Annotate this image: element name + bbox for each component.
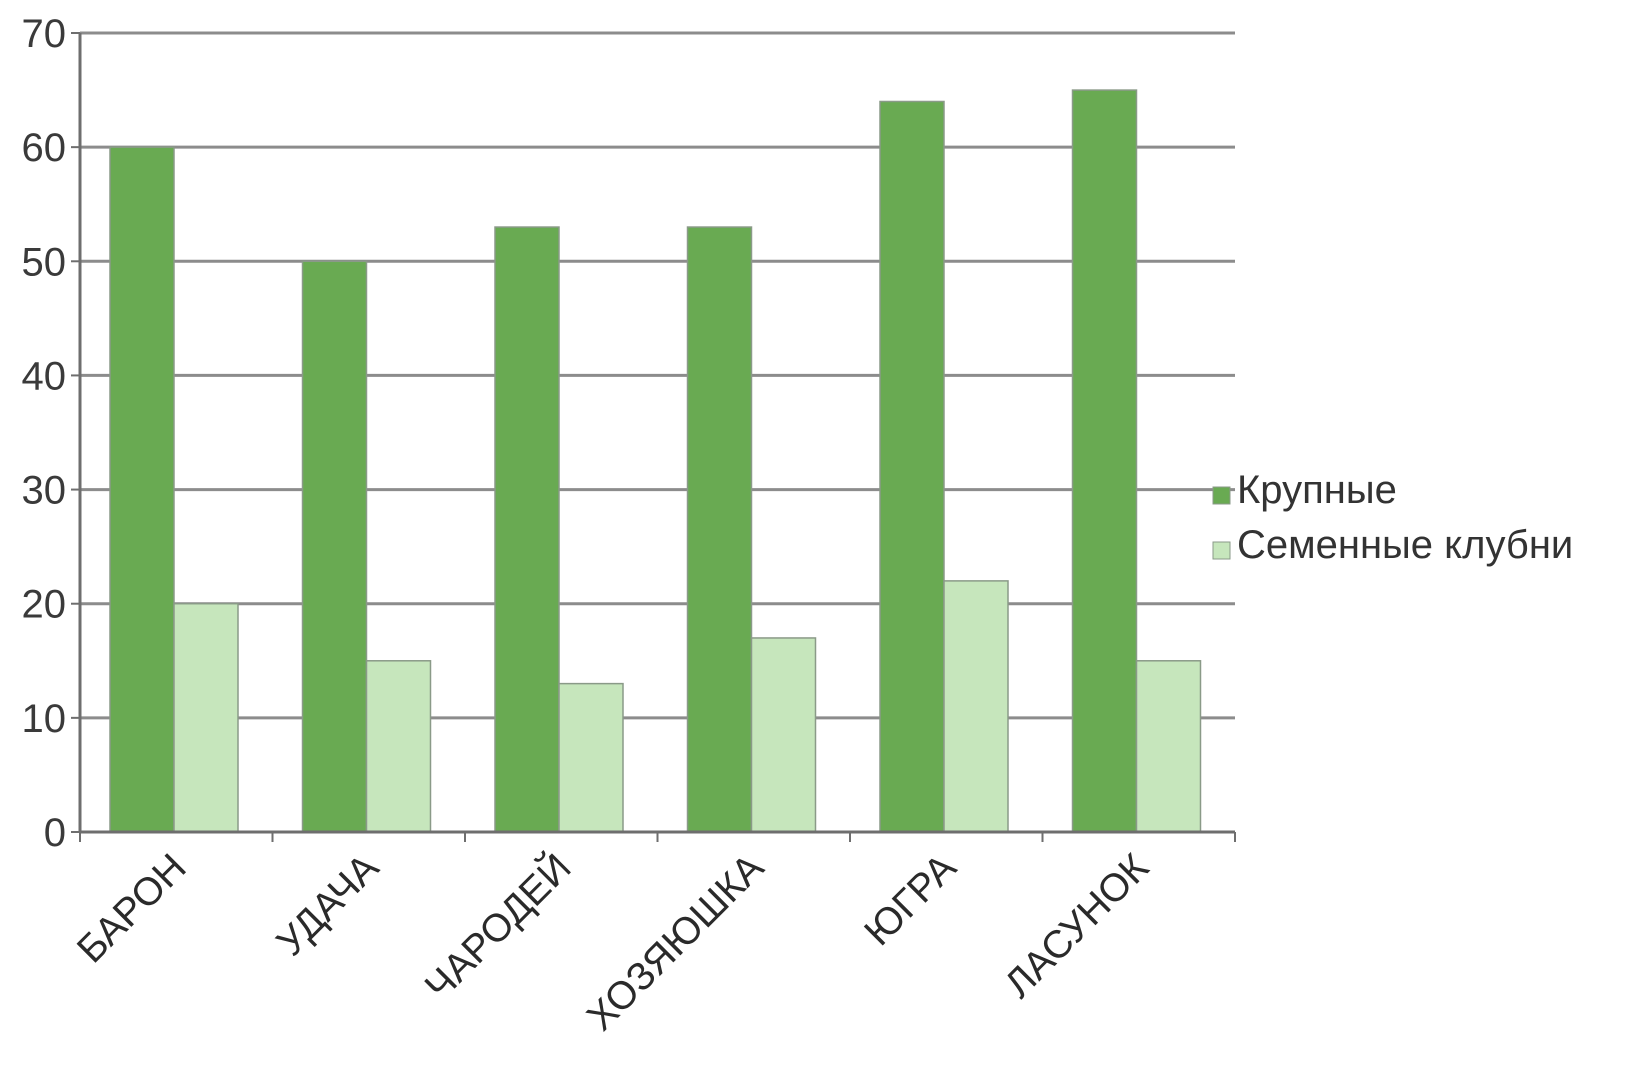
x-category-label: ЛАСУНОК (997, 846, 1157, 1006)
bar-large-1 (109, 146, 175, 833)
legend: Крупные Семенные клубни (1212, 468, 1573, 567)
bars (109, 89, 1202, 833)
bar-seed-3 (558, 682, 624, 833)
y-tick-label: 50 (22, 240, 67, 284)
bar-large-6 (1071, 89, 1138, 833)
x-category-label: ХОЗЯЮШКА (579, 846, 772, 1039)
bar-large-4 (686, 226, 753, 833)
bar-seed-6 (1135, 660, 1202, 833)
y-tick-label: 10 (22, 697, 67, 741)
gridlines (80, 31, 1235, 720)
x-category-label: ЧАРОДЕЙ (415, 845, 579, 1009)
bar-large-5 (879, 100, 945, 833)
y-tick-label: 20 (22, 583, 67, 627)
x-category-labels: БАРОН УДАЧА ЧАРОДЕЙ ХОЗЯЮШКА ЮГРА ЛАСУНОК (69, 845, 1157, 1040)
legend-label: Семенные клубни (1237, 523, 1573, 567)
y-tick-label: 30 (22, 469, 67, 513)
bar-seed-5 (943, 580, 1009, 833)
bar-large-2 (301, 260, 368, 833)
x-category-label: УДАЧА (269, 846, 387, 964)
legend-swatch (1212, 541, 1231, 560)
bar-large-3 (494, 226, 560, 833)
legend-swatch (1212, 486, 1231, 505)
y-tick-label: 40 (22, 354, 67, 398)
x-category-label: БАРОН (69, 846, 194, 971)
axes (71, 32, 1236, 842)
bar-seed-2 (365, 660, 432, 833)
y-tick-label: 60 (22, 126, 67, 170)
legend-label: Крупные (1237, 468, 1397, 512)
y-tick-label: 70 (22, 12, 67, 56)
y-tick-labels: 0 10 20 30 40 50 60 70 (22, 12, 67, 855)
y-tick-label: 0 (44, 811, 66, 855)
bar-seed-4 (750, 637, 817, 833)
bar-seed-1 (173, 602, 239, 833)
x-category-label: ЮГРА (856, 846, 964, 954)
